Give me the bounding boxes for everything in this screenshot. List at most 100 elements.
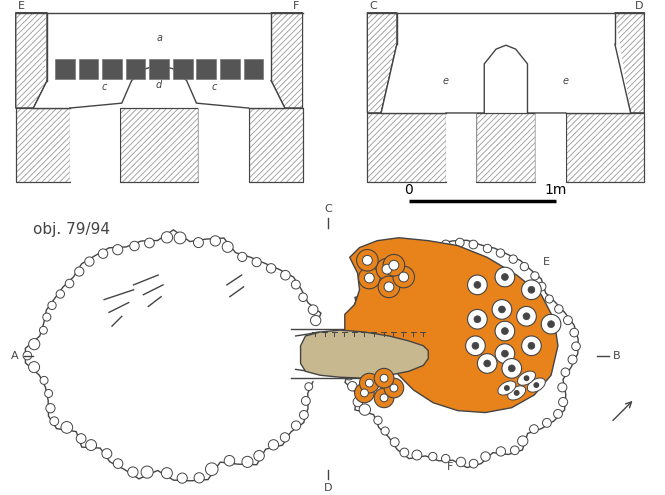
Circle shape <box>130 241 139 251</box>
Circle shape <box>412 450 422 460</box>
Circle shape <box>400 448 409 457</box>
Circle shape <box>210 236 221 246</box>
Circle shape <box>353 397 363 407</box>
Ellipse shape <box>517 371 535 385</box>
Ellipse shape <box>498 381 516 395</box>
Circle shape <box>128 467 138 477</box>
Circle shape <box>528 286 535 293</box>
Circle shape <box>194 238 203 248</box>
Circle shape <box>301 396 311 405</box>
Circle shape <box>112 245 123 255</box>
Circle shape <box>380 394 388 402</box>
Circle shape <box>378 276 400 297</box>
Circle shape <box>43 313 51 321</box>
Circle shape <box>281 433 289 442</box>
Circle shape <box>481 452 490 461</box>
Circle shape <box>299 293 307 301</box>
Circle shape <box>291 280 301 289</box>
Circle shape <box>359 292 370 303</box>
Bar <box>173 59 193 79</box>
Circle shape <box>472 343 479 349</box>
Circle shape <box>390 438 399 446</box>
Circle shape <box>48 301 56 309</box>
Circle shape <box>312 358 320 366</box>
Circle shape <box>222 242 233 252</box>
Circle shape <box>76 434 86 444</box>
Polygon shape <box>291 326 360 381</box>
Circle shape <box>374 416 382 425</box>
Bar <box>150 59 169 79</box>
Circle shape <box>496 447 505 456</box>
Polygon shape <box>271 13 303 108</box>
Circle shape <box>393 266 414 288</box>
Circle shape <box>380 374 388 382</box>
Text: D: D <box>634 1 643 11</box>
Circle shape <box>501 328 508 335</box>
Circle shape <box>305 383 313 391</box>
Circle shape <box>309 371 317 378</box>
Circle shape <box>98 249 108 258</box>
Circle shape <box>374 368 394 388</box>
Polygon shape <box>367 113 446 182</box>
Circle shape <box>254 450 264 461</box>
Circle shape <box>499 306 505 313</box>
Circle shape <box>477 353 497 373</box>
Ellipse shape <box>527 378 545 392</box>
Circle shape <box>483 360 491 367</box>
Circle shape <box>84 257 94 266</box>
Circle shape <box>561 368 570 377</box>
Circle shape <box>456 457 466 467</box>
Polygon shape <box>249 108 303 182</box>
Circle shape <box>267 264 276 273</box>
Circle shape <box>381 427 389 435</box>
Circle shape <box>317 342 327 352</box>
Circle shape <box>495 344 515 363</box>
Circle shape <box>354 300 365 311</box>
Polygon shape <box>16 13 47 108</box>
Bar <box>243 59 263 79</box>
Circle shape <box>376 258 398 280</box>
Circle shape <box>442 454 450 463</box>
Circle shape <box>541 314 561 334</box>
Polygon shape <box>16 108 70 182</box>
Circle shape <box>508 365 515 372</box>
Circle shape <box>467 309 487 329</box>
Circle shape <box>205 463 218 476</box>
Text: d: d <box>156 80 162 91</box>
Circle shape <box>521 280 541 299</box>
Polygon shape <box>33 13 285 182</box>
Text: obj. 79/94: obj. 79/94 <box>33 222 110 237</box>
Circle shape <box>29 362 40 373</box>
Circle shape <box>224 455 235 466</box>
Circle shape <box>50 417 59 426</box>
Text: A: A <box>11 350 19 360</box>
Circle shape <box>61 422 72 433</box>
Polygon shape <box>381 13 630 182</box>
Circle shape <box>570 328 579 337</box>
Circle shape <box>141 466 153 478</box>
Text: B: B <box>613 350 620 360</box>
Circle shape <box>501 350 508 357</box>
Circle shape <box>531 272 539 280</box>
Text: c: c <box>211 82 217 93</box>
Circle shape <box>514 390 519 396</box>
Circle shape <box>102 448 112 458</box>
Circle shape <box>502 358 521 378</box>
Text: F: F <box>447 461 453 472</box>
Circle shape <box>144 238 154 248</box>
Circle shape <box>474 316 481 323</box>
Circle shape <box>365 379 373 387</box>
Circle shape <box>291 421 301 430</box>
Bar <box>78 59 98 79</box>
Circle shape <box>495 267 515 287</box>
Polygon shape <box>301 330 428 378</box>
Circle shape <box>469 459 478 468</box>
Circle shape <box>39 326 47 334</box>
Circle shape <box>416 251 424 259</box>
Circle shape <box>45 390 53 397</box>
Circle shape <box>362 255 372 265</box>
Circle shape <box>483 245 491 253</box>
Circle shape <box>269 440 279 450</box>
Circle shape <box>528 343 535 349</box>
Circle shape <box>384 282 394 292</box>
